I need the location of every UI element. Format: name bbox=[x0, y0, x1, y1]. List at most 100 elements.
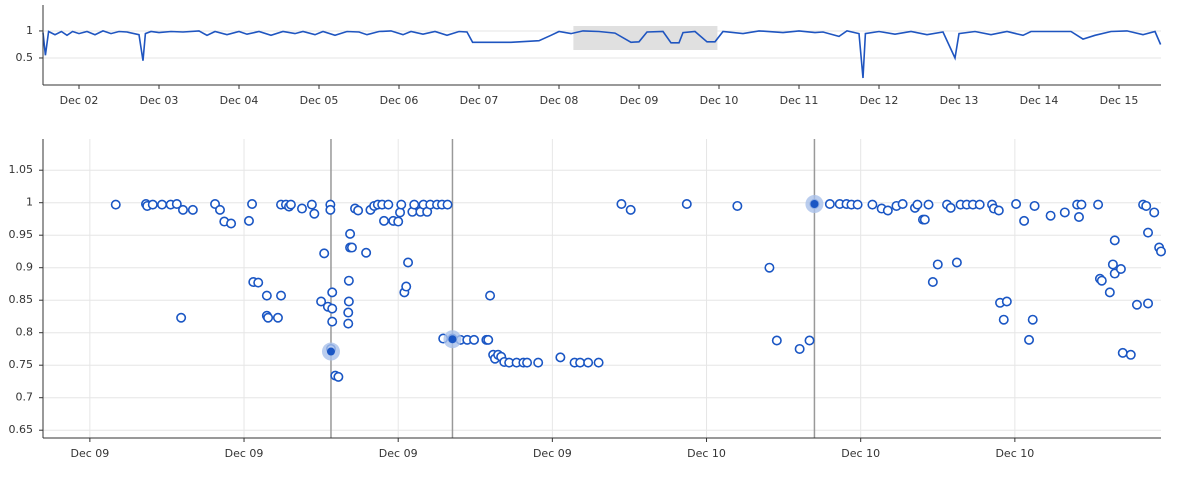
y-tick-label: 1.05 bbox=[9, 163, 34, 176]
x-tick-label: Dec 10 bbox=[995, 447, 1034, 460]
data-point bbox=[919, 214, 930, 225]
data-point bbox=[1117, 347, 1128, 358]
data-point bbox=[395, 207, 406, 218]
data-point bbox=[343, 296, 354, 307]
data-point bbox=[243, 215, 254, 226]
x-tick-label: Dec 09 bbox=[70, 447, 109, 460]
x-tick-label: Dec 12 bbox=[860, 94, 899, 107]
data-point bbox=[345, 228, 356, 239]
data-point bbox=[361, 247, 372, 258]
data-point bbox=[771, 335, 782, 346]
data-point bbox=[897, 199, 908, 210]
data-point bbox=[393, 216, 404, 227]
data-point bbox=[1143, 227, 1154, 238]
data-point bbox=[974, 199, 985, 210]
data-point bbox=[1156, 246, 1167, 257]
x-tick-label: Dec 09 bbox=[225, 447, 264, 460]
data-point bbox=[1029, 200, 1040, 211]
data-point bbox=[226, 218, 237, 229]
data-point bbox=[882, 205, 893, 216]
data-point bbox=[247, 199, 258, 210]
x-tick-label: Dec 13 bbox=[940, 94, 979, 107]
data-point bbox=[1019, 215, 1030, 226]
selection bbox=[573, 26, 718, 50]
data-point bbox=[616, 199, 627, 210]
x-tick-label: Dec 03 bbox=[140, 94, 179, 107]
x-tick-label: Dec 09 bbox=[379, 447, 418, 460]
data-point bbox=[583, 357, 594, 368]
data-point bbox=[396, 199, 407, 210]
data-point bbox=[1104, 287, 1115, 298]
data-point bbox=[1024, 334, 1035, 345]
x-tick-label: Dec 11 bbox=[780, 94, 819, 107]
data-point bbox=[951, 257, 962, 268]
data-point bbox=[285, 199, 296, 210]
data-point bbox=[1149, 207, 1160, 218]
data-point bbox=[442, 199, 453, 210]
data-point bbox=[319, 248, 330, 259]
data-point bbox=[927, 276, 938, 287]
data-point bbox=[157, 199, 168, 210]
data-point bbox=[1073, 212, 1084, 223]
x-tick-label: Dec 15 bbox=[1100, 94, 1139, 107]
data-point bbox=[346, 242, 357, 253]
data-point bbox=[176, 312, 187, 323]
data-point bbox=[187, 204, 198, 215]
data-point bbox=[214, 204, 225, 215]
data-point bbox=[343, 318, 354, 329]
y-tick-label: 0.9 bbox=[16, 261, 34, 274]
data-point bbox=[343, 307, 354, 318]
data-point bbox=[1011, 199, 1022, 210]
data-point bbox=[932, 259, 943, 270]
y-tick-label: 1 bbox=[26, 196, 33, 209]
hover-point bbox=[810, 200, 819, 208]
data-point bbox=[1141, 200, 1152, 211]
data-point bbox=[110, 199, 121, 210]
x-tick-label: Dec 10 bbox=[687, 447, 726, 460]
y-tick-label: 0.5 bbox=[16, 51, 34, 64]
data-point bbox=[343, 275, 354, 286]
data-point bbox=[379, 215, 390, 226]
data-point bbox=[327, 287, 338, 298]
data-point bbox=[732, 200, 743, 211]
data-point bbox=[867, 199, 878, 210]
data-point bbox=[824, 199, 835, 210]
data-point bbox=[852, 199, 863, 210]
data-point bbox=[1045, 210, 1056, 221]
data-point bbox=[1096, 275, 1107, 286]
data-point bbox=[575, 357, 586, 368]
data-point bbox=[993, 205, 1004, 216]
data-point bbox=[794, 343, 805, 354]
x-tick-label: Dec 04 bbox=[220, 94, 259, 107]
data-point bbox=[401, 281, 412, 292]
data-point bbox=[485, 290, 496, 301]
x-tick-label: Dec 07 bbox=[460, 94, 499, 107]
data-point bbox=[403, 257, 414, 268]
x-tick-label: Dec 10 bbox=[700, 94, 739, 107]
data-point bbox=[764, 262, 775, 273]
data-point bbox=[998, 314, 1009, 325]
data-point bbox=[327, 316, 338, 327]
data-point bbox=[1093, 199, 1104, 210]
x-tick-label: Dec 02 bbox=[60, 94, 99, 107]
x-tick-label: Dec 05 bbox=[300, 94, 339, 107]
hover-point bbox=[326, 347, 335, 356]
y-tick-label: 0.7 bbox=[16, 391, 34, 404]
data-point bbox=[804, 335, 815, 346]
data-point bbox=[593, 357, 604, 368]
x-tick-label: Dec 06 bbox=[380, 94, 419, 107]
data-point bbox=[171, 199, 182, 210]
data-point bbox=[325, 204, 336, 215]
data-point bbox=[253, 277, 264, 288]
data-point bbox=[261, 290, 272, 301]
y-tick-label: 0.85 bbox=[9, 293, 34, 306]
data-point bbox=[296, 203, 307, 214]
data-point bbox=[1001, 296, 1012, 307]
x-tick-label: Dec 09 bbox=[620, 94, 659, 107]
data-point bbox=[681, 199, 692, 210]
data-point bbox=[522, 357, 533, 368]
data-point bbox=[1143, 298, 1154, 309]
data-point bbox=[945, 202, 956, 213]
data-point bbox=[469, 334, 480, 345]
